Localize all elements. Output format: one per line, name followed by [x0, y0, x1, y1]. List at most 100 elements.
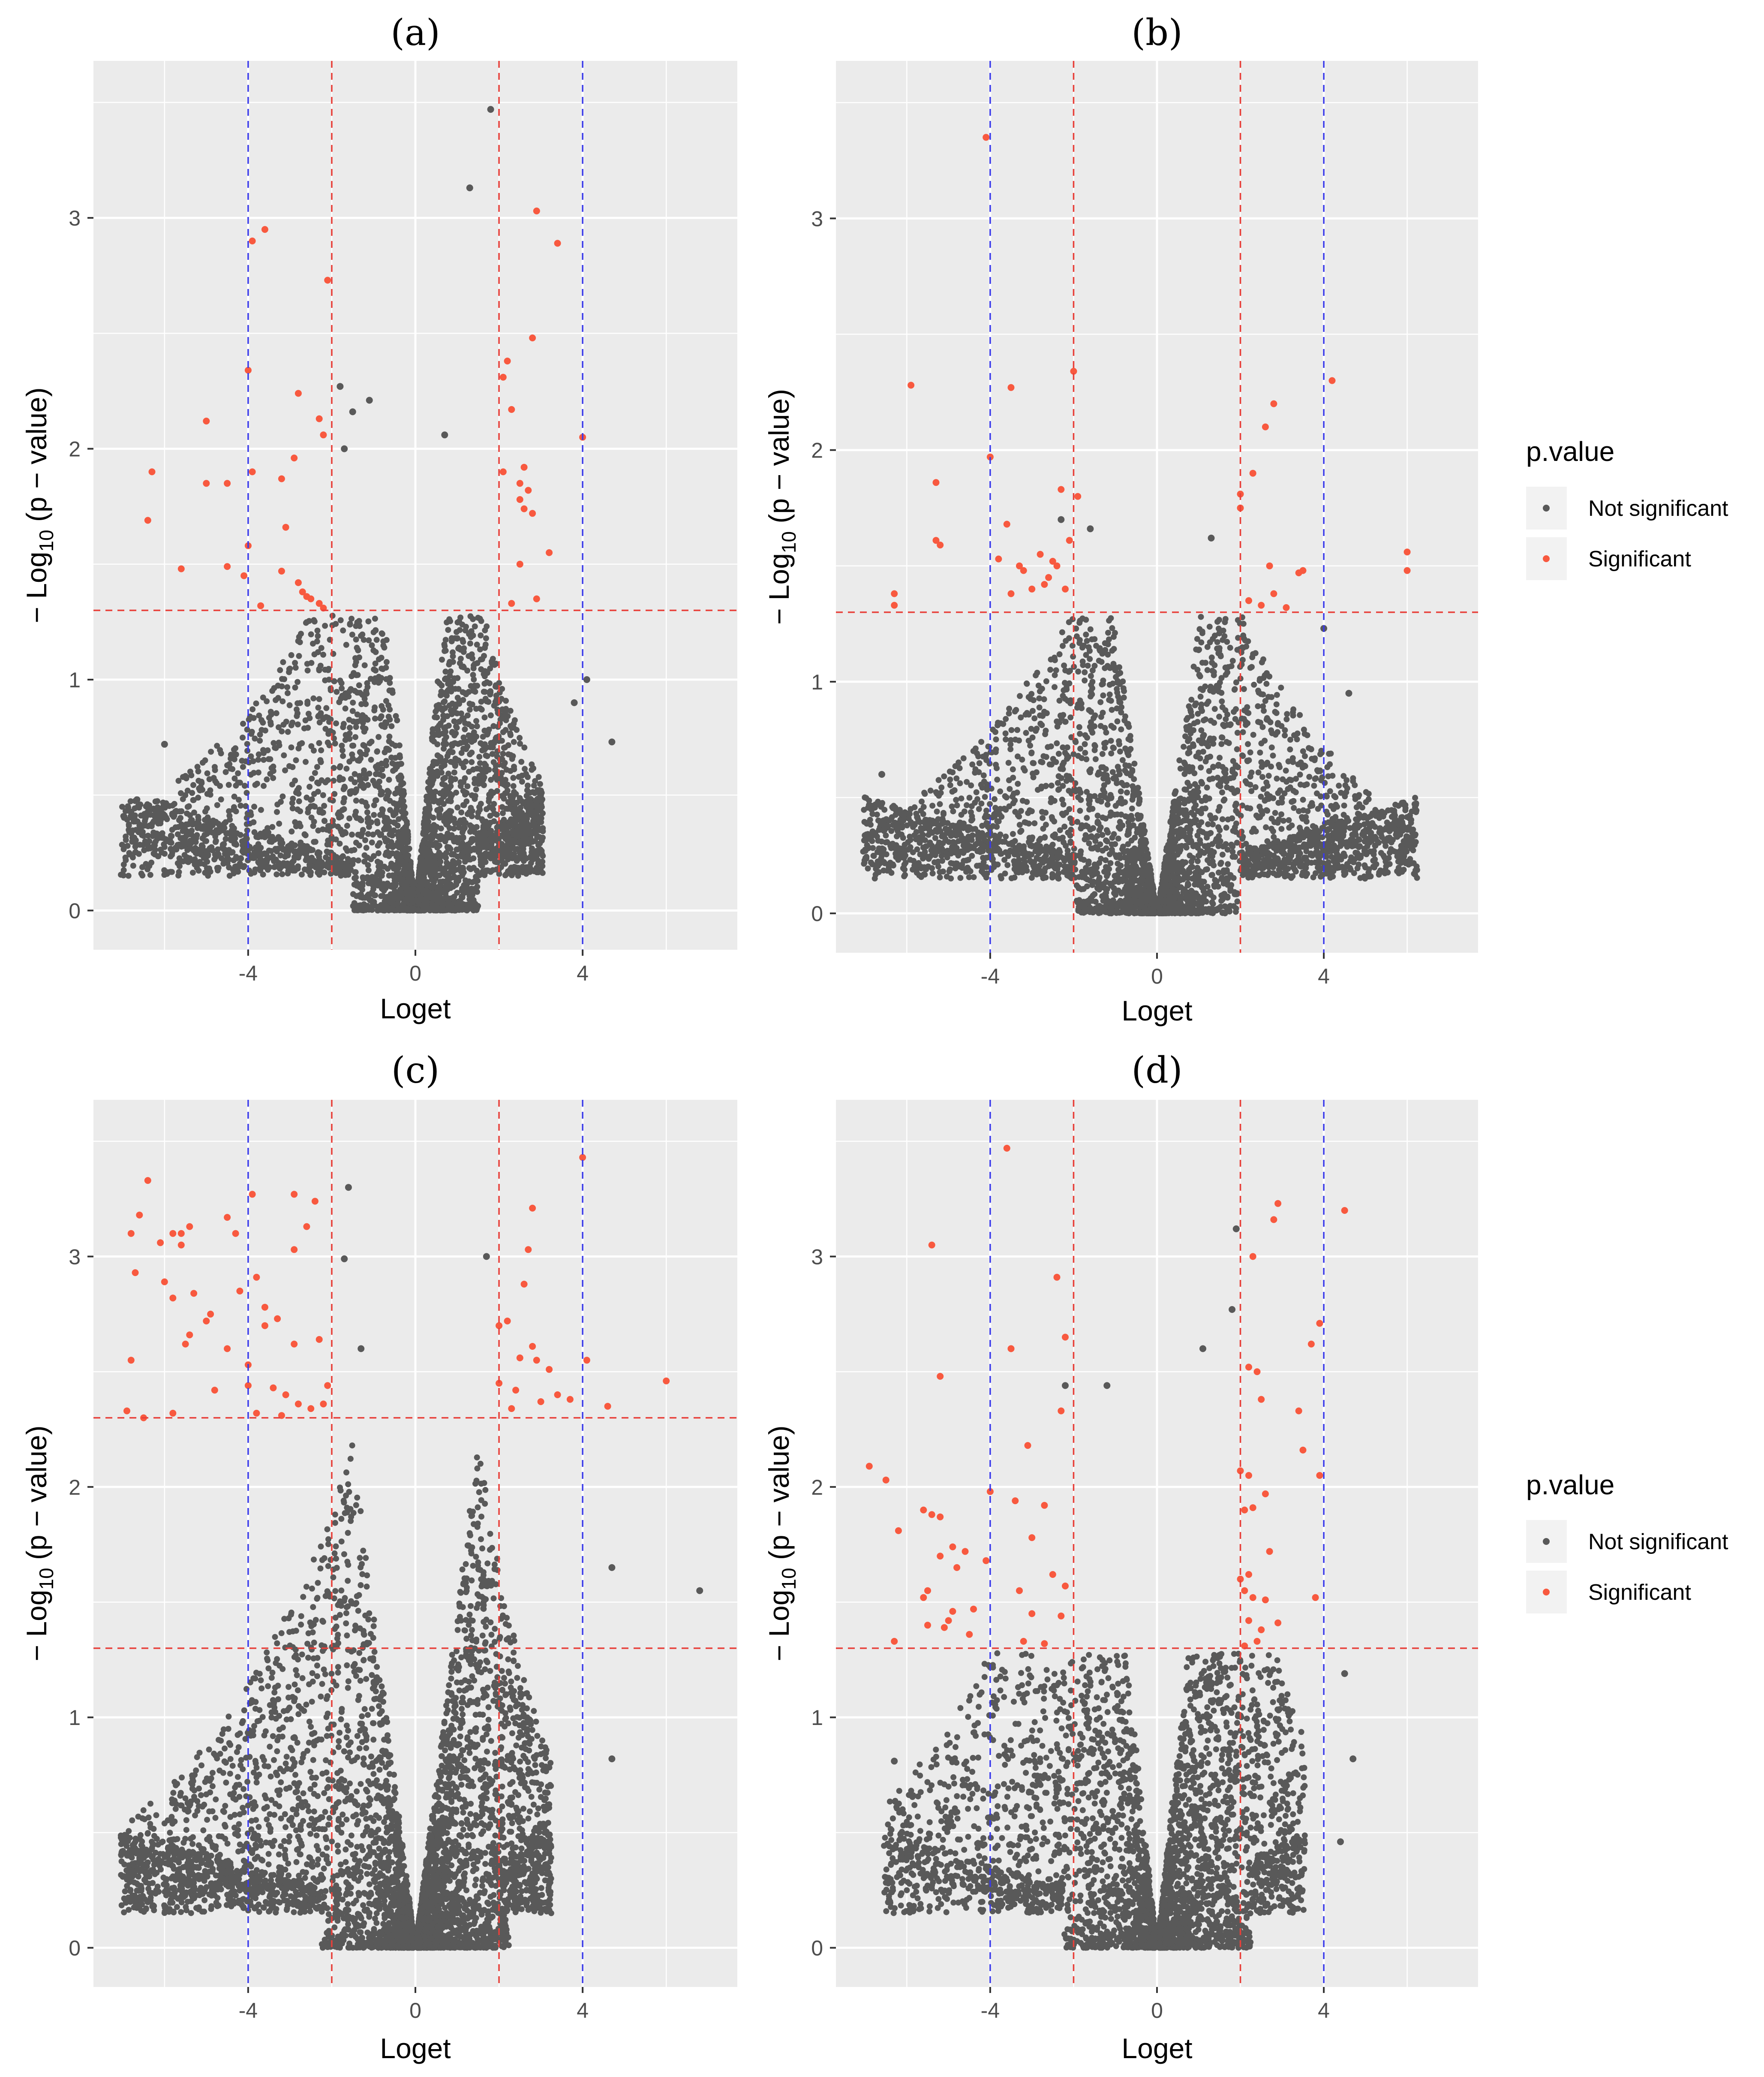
not-significant-point: [333, 836, 339, 843]
not-significant-point: [196, 785, 202, 792]
not-significant-point: [489, 658, 495, 665]
not-significant-point: [583, 676, 590, 683]
not-significant-point: [460, 764, 467, 771]
x-tick-label: 4: [577, 961, 589, 985]
not-significant-point: [184, 847, 191, 853]
not-significant-point: [290, 858, 297, 864]
not-significant-point: [436, 843, 442, 849]
not-significant-point: [525, 783, 531, 789]
not-significant-point: [520, 869, 526, 876]
not-significant-point: [191, 846, 198, 852]
not-significant-point: [214, 802, 220, 808]
not-significant-point: [502, 834, 508, 840]
not-significant-point: [458, 844, 464, 850]
not-significant-point: [244, 748, 251, 754]
not-significant-point: [519, 779, 525, 785]
not-significant-point: [293, 757, 299, 764]
not-significant-point: [380, 642, 387, 649]
not-significant-point: [462, 726, 468, 732]
significant-point: [516, 480, 523, 487]
not-significant-point: [473, 786, 479, 792]
not-significant-point: [347, 620, 353, 627]
not-significant-point: [292, 777, 298, 784]
not-significant-point: [325, 837, 331, 844]
not-significant-point: [403, 853, 409, 860]
not-significant-point: [474, 867, 480, 874]
not-significant-point: [374, 870, 380, 877]
significant-point: [529, 334, 536, 342]
not-significant-point: [397, 887, 403, 893]
not-significant-point: [280, 659, 286, 665]
not-significant-point: [425, 819, 432, 825]
not-significant-point: [316, 740, 322, 746]
not-significant-point: [353, 788, 359, 795]
not-significant-point: [445, 819, 451, 825]
not-significant-point: [487, 106, 494, 113]
not-significant-point: [467, 751, 473, 758]
not-significant-point: [364, 803, 370, 810]
not-significant-point: [328, 870, 334, 877]
not-significant-point: [205, 816, 211, 822]
not-significant-point: [404, 879, 410, 886]
not-significant-point: [351, 900, 358, 906]
significant-point: [516, 496, 523, 503]
not-significant-point: [310, 823, 316, 829]
not-significant-point: [372, 660, 379, 667]
not-significant-point: [226, 761, 233, 767]
not-significant-point: [177, 815, 183, 821]
not-significant-point: [174, 842, 181, 848]
not-significant-point: [440, 730, 446, 737]
not-significant-point: [364, 809, 370, 816]
not-significant-point: [202, 757, 208, 764]
not-significant-point: [505, 799, 511, 805]
not-significant-point: [1054, 718, 1060, 725]
not-significant-point: [264, 698, 270, 704]
not-significant-point: [350, 699, 356, 706]
not-significant-point: [228, 756, 234, 762]
x-tick-label: 0: [409, 961, 421, 985]
not-significant-point: [439, 904, 445, 911]
not-significant-point: [442, 737, 448, 743]
not-significant-point: [454, 629, 460, 635]
not-significant-point: [233, 751, 239, 758]
not-significant-point: [374, 818, 380, 825]
not-significant-point: [289, 764, 296, 770]
not-significant-point: [279, 793, 286, 800]
not-significant-point: [450, 653, 456, 659]
not-significant-point: [976, 806, 982, 812]
not-significant-point: [458, 710, 464, 716]
not-significant-point: [129, 854, 136, 861]
not-significant-point: [442, 698, 448, 704]
not-significant-point: [424, 849, 430, 855]
not-significant-point: [303, 759, 309, 765]
not-significant-point: [131, 819, 137, 825]
not-significant-point: [349, 858, 355, 864]
panel-title: (a): [391, 12, 440, 54]
not-significant-point: [148, 859, 155, 866]
not-significant-point: [346, 688, 353, 695]
not-significant-point: [435, 678, 441, 685]
not-significant-point: [483, 752, 489, 759]
not-significant-point: [1043, 678, 1049, 684]
not-significant-point: [296, 798, 302, 804]
not-significant-point: [364, 855, 371, 861]
not-significant-point: [235, 770, 241, 777]
not-significant-point: [1218, 741, 1225, 747]
not-significant-point: [953, 797, 959, 803]
not-significant-point: [358, 701, 365, 707]
not-significant-point: [258, 717, 264, 723]
not-significant-point: [488, 789, 494, 795]
significant-point: [291, 455, 298, 462]
not-significant-point: [478, 801, 484, 807]
not-significant-point: [453, 835, 460, 841]
not-significant-point: [387, 819, 393, 825]
not-significant-point: [1017, 693, 1023, 699]
not-significant-point: [470, 672, 476, 678]
not-significant-point: [342, 693, 349, 699]
not-significant-point: [141, 833, 147, 839]
not-significant-point: [460, 802, 466, 808]
not-significant-point: [322, 623, 328, 629]
not-significant-point: [261, 783, 267, 789]
